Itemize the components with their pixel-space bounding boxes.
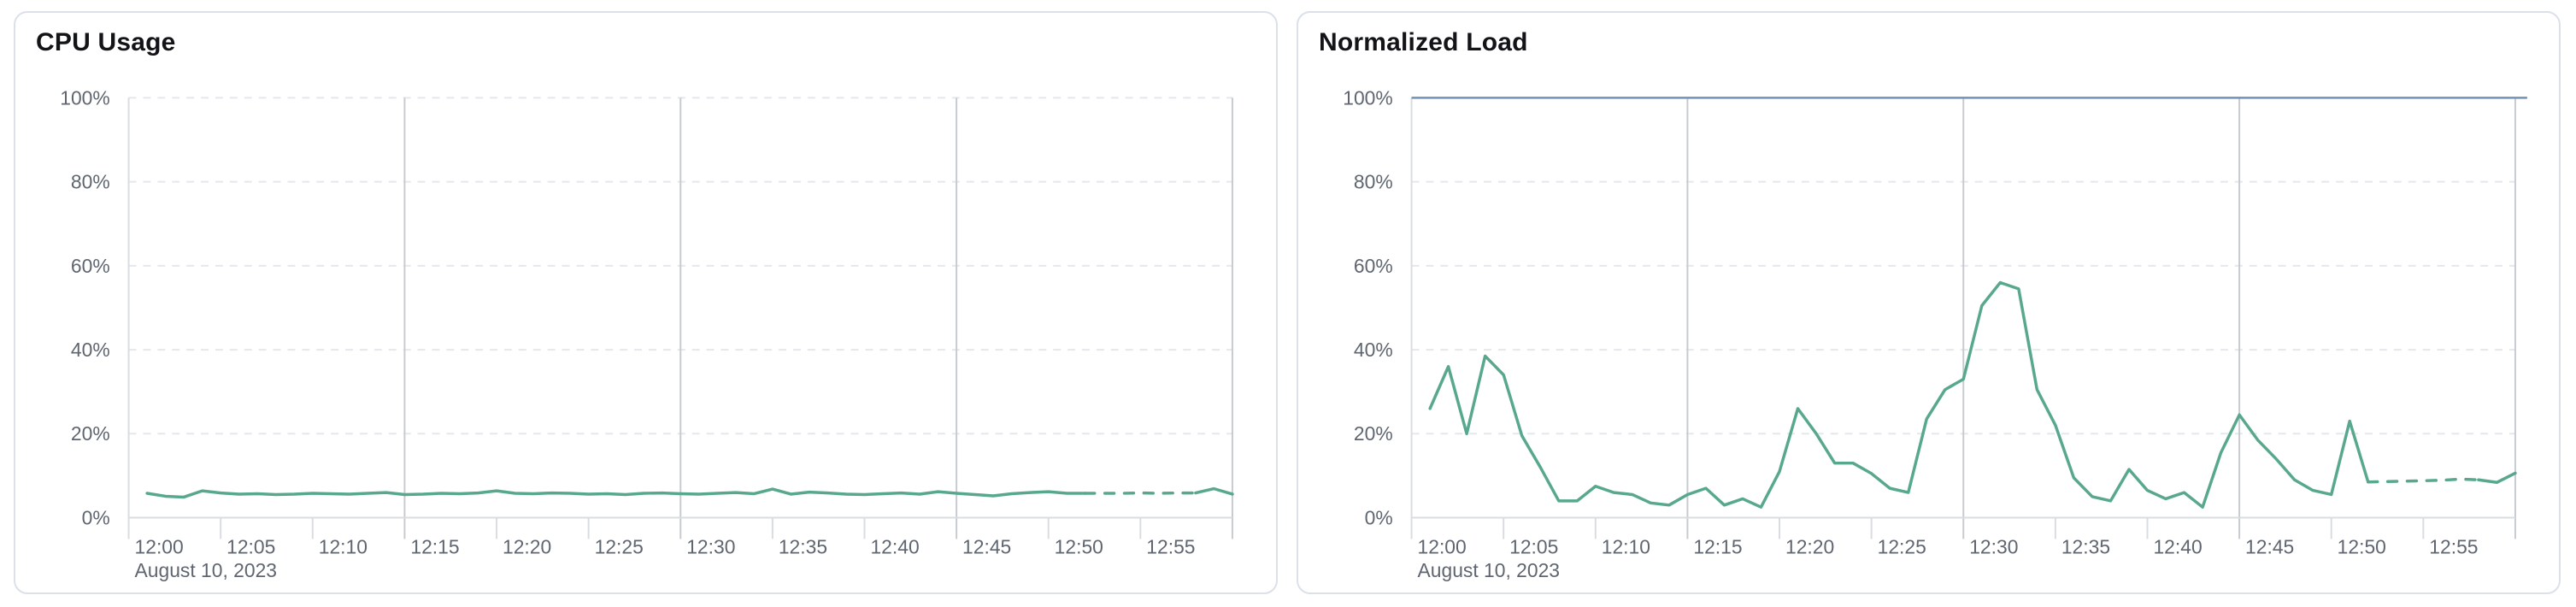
- dashboard-row: CPU Usage 0% 20% 40% 60% 80% 100% 12:00 12:05 12…: [14, 11, 2561, 594]
- x-axis-label: 12:10: [1602, 535, 1650, 557]
- y-axis-label: 0%: [1365, 506, 1393, 528]
- cpu-usage-chart-canvas: 0% 20% 40% 60% 80% 100% 12:00 12:05 12:10 12:15 12…: [60, 86, 1234, 581]
- x-axis-label: 12:25: [1878, 535, 1926, 557]
- normalized-load-line-dashed: [2367, 477, 2480, 484]
- y-axis-label: 60%: [71, 255, 110, 277]
- y-axis-label: 40%: [1354, 339, 1393, 361]
- x-axis-label: 12:40: [870, 535, 919, 557]
- x-axis-label: 12:15: [410, 535, 459, 557]
- x-axis-label: 12:50: [2338, 535, 2386, 557]
- y-axis-label: 0%: [82, 506, 110, 528]
- x-axis-label: 12:35: [779, 535, 827, 557]
- x-axis-label: 12:00: [135, 535, 184, 557]
- cpu-usage-line-tail: [1194, 486, 1234, 496]
- x-axis-label: 12:55: [1146, 535, 1195, 557]
- y-axis-label: 20%: [71, 422, 110, 445]
- cpu-usage-line: [145, 486, 1234, 499]
- y-axis-label: 100%: [60, 86, 109, 109]
- normalized-load-line-solid: [1428, 280, 2370, 509]
- cpu-usage-card: CPU Usage 0% 20% 40% 60% 80% 100% 12:00 12:05 12…: [14, 11, 1278, 594]
- x-axis-label: 12:25: [595, 535, 644, 557]
- x-axis-date-label: August 10, 2023: [1418, 559, 1561, 581]
- x-axis-label: 12:45: [962, 535, 1011, 557]
- x-axis-label: 12:20: [1785, 535, 1834, 557]
- x-axis-label: 12:15: [1693, 535, 1742, 557]
- x-axis-label: 12:45: [2245, 535, 2294, 557]
- x-axis-label: 12:55: [2429, 535, 2478, 557]
- x-axis-label: 12:50: [1055, 535, 1103, 557]
- cpu-usage-line-solid: [145, 487, 1087, 499]
- chart-title-cpu-usage: CPU Usage: [36, 28, 176, 56]
- chart-title-normalized-load: Normalized Load: [1319, 28, 1528, 56]
- y-axis-label: 40%: [71, 339, 110, 361]
- y-axis-label: 80%: [1354, 171, 1393, 193]
- x-axis-label: 12:30: [1969, 535, 2018, 557]
- normalized-load-line: [1428, 280, 2517, 509]
- x-axis-label: 12:35: [2061, 535, 2110, 557]
- normalized-load-chart-canvas: 0% 20% 40% 60% 80% 100% 12:00 12:05 12:10 12:15 12…: [1343, 86, 2527, 581]
- x-axis-label: 12:10: [319, 535, 368, 557]
- y-axis-label: 20%: [1354, 422, 1393, 445]
- x-axis-date-label: August 10, 2023: [135, 559, 278, 581]
- x-axis-label: 12:30: [686, 535, 735, 557]
- x-axis-label: 12:05: [1509, 535, 1558, 557]
- x-axis-label: 12:20: [503, 535, 551, 557]
- y-axis-label: 80%: [71, 171, 110, 193]
- y-axis-label: 100%: [1343, 86, 1392, 109]
- x-axis-label: 12:40: [2153, 535, 2202, 557]
- normalized-load-line-tail: [2477, 471, 2517, 484]
- x-axis-label: 12:05: [226, 535, 275, 557]
- normalized-load-card: Normalized Load 0% 20% 40% 60% 80% 100% 12:00 1…: [1297, 11, 2561, 594]
- y-axis-label: 60%: [1354, 255, 1393, 277]
- x-axis-label: 12:00: [1418, 535, 1467, 557]
